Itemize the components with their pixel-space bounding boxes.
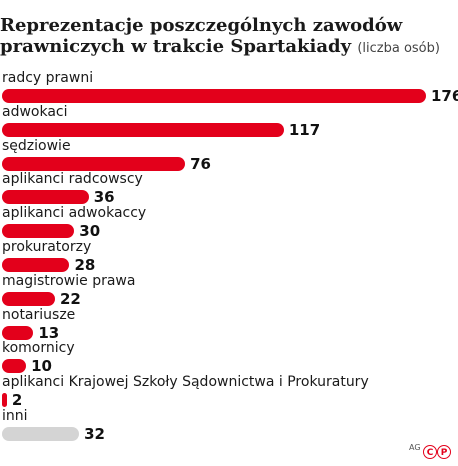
value-label: 76 [190, 154, 211, 173]
value-label: 2 [11, 391, 23, 410]
bar [2, 224, 75, 239]
logo-letter-c: C [423, 445, 437, 459]
value-label: 28 [74, 256, 96, 274]
chart-unit: (liczba osób) [357, 41, 440, 56]
author-credit: AG [409, 443, 421, 452]
bar [2, 325, 34, 340]
category-label: inni [2, 408, 28, 424]
bar-chart: radcy prawni 176 adwokaci 117 sędziowie 76 apl… [0, 70, 458, 466]
category-label: sędziowie [2, 137, 71, 154]
logo-letter-p: P [437, 445, 451, 459]
bar [2, 258, 70, 272]
category-label: magistrowie prawa [2, 272, 136, 289]
value-label: 30 [79, 222, 101, 241]
category-label: radcy prawni [2, 70, 94, 86]
value-label: 176 [431, 87, 458, 105]
bar [2, 190, 89, 205]
value-label: 10 [31, 357, 52, 376]
category-label: aplikanci adwokaccy [2, 205, 147, 222]
value-label: 117 [288, 120, 321, 139]
category-label: notariusze [2, 306, 76, 323]
chart-header: Reprezentacje poszczególnych zawodów pra… [0, 15, 458, 59]
chart-title: Reprezentacje poszczególnych zawodów pra… [0, 15, 458, 59]
bar [2, 89, 426, 103]
bar [2, 122, 284, 137]
category-label: prokuratorzy [2, 239, 92, 255]
bar [2, 156, 186, 171]
value-label: 22 [60, 289, 81, 308]
value-label: 13 [38, 323, 60, 342]
category-label: aplikanci Krajowej Szkoły Sądownictwa i … [2, 374, 369, 391]
value-label: 32 [84, 425, 105, 443]
category-label: adwokaci [2, 103, 68, 120]
category-label: komornicy [2, 340, 75, 357]
bar [2, 393, 7, 408]
bar [2, 291, 55, 306]
bar [2, 427, 80, 441]
chart-title-text: Reprezentacje poszczególnych zawodów pra… [0, 15, 403, 57]
category-label: aplikanci radcowscy [2, 171, 143, 188]
value-label: 36 [93, 188, 115, 207]
bar [2, 359, 27, 374]
